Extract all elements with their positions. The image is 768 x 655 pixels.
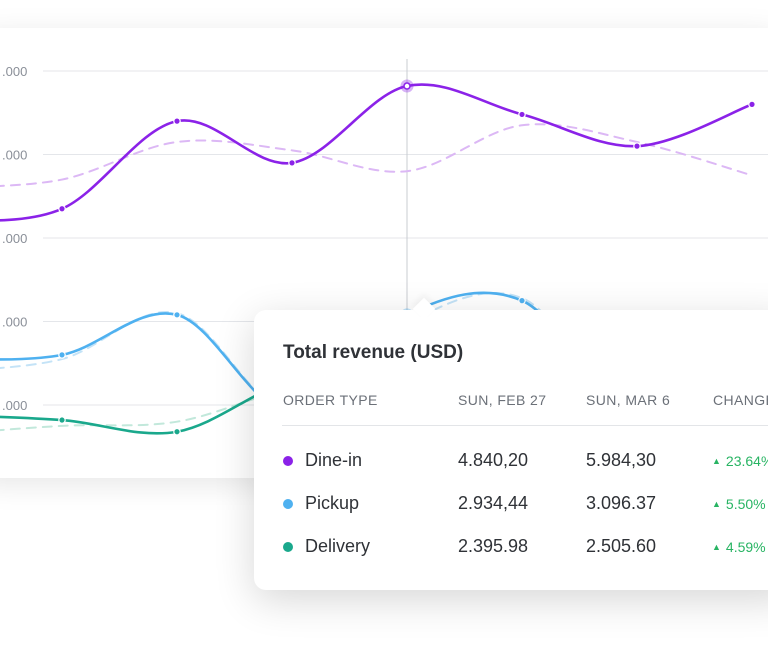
- row-value-period-1: 2.934,44: [458, 493, 529, 513]
- data-point-delivery: [58, 416, 66, 424]
- header-divider: [282, 425, 768, 426]
- row-pickup: Pickup 2.934,44 3.096.37 ▲ 5.50%: [254, 489, 768, 519]
- y-tick-label: .000: [2, 64, 27, 79]
- data-point-pickup: [173, 311, 181, 319]
- data-point-dine-in: [173, 117, 181, 125]
- row-change: ▲ 23.64%: [712, 453, 768, 469]
- data-point-dine-in: [58, 204, 66, 213]
- row-value-period-2: 3.096.37: [586, 493, 657, 513]
- data-point-dine-in: [403, 82, 411, 90]
- row-value-period-1: 4.840,20: [458, 450, 529, 470]
- row-delivery: Delivery 2.395.98 2.505.60 ▲ 4.59%: [254, 532, 768, 562]
- data-point-dine-in: [633, 142, 641, 150]
- change-value: 5.50%: [725, 496, 766, 512]
- header-change: CHANGE: [713, 392, 768, 408]
- data-point-pickup: [58, 351, 66, 359]
- revenue-tooltip: Total revenue (USD) ORDER TYPE SUN, FEB …: [254, 297, 768, 590]
- row-dine-in: Dine-in 4.840,20 5.984,30 ▲ 23.64%: [254, 446, 768, 476]
- delivery-legend-dot: [283, 542, 293, 552]
- row-label: Dine-in: [305, 450, 363, 470]
- row-change: ▲ 4.59%: [712, 539, 766, 555]
- dine-in-legend-dot: [283, 456, 293, 466]
- header-period-1: SUN, FEB 27: [458, 392, 547, 408]
- change-value: 4.59%: [725, 539, 766, 555]
- series-line-dine-in-current: [0, 83, 754, 222]
- row-value-period-1: 2.395.98: [458, 536, 529, 556]
- data-point-dine-in: [518, 110, 526, 119]
- y-tick-label: .000: [2, 315, 27, 330]
- data-point-dine-in: [288, 159, 296, 167]
- row-label: Pickup: [305, 493, 360, 513]
- pickup-legend-dot: [283, 499, 293, 509]
- trend-up-icon: ▲: [712, 499, 721, 509]
- y-tick-label: .000: [2, 398, 27, 413]
- trend-up-icon: ▲: [712, 456, 721, 466]
- header-order-type: ORDER TYPE: [283, 392, 378, 408]
- change-value: 23.64%: [725, 453, 768, 469]
- data-point-delivery: [173, 427, 181, 436]
- data-point-pickup: [518, 296, 526, 305]
- row-value-period-2: 2.505.60: [586, 536, 657, 556]
- row-value-period-2: 5.984,30: [586, 450, 657, 470]
- data-point-dine-in: [748, 100, 756, 109]
- trend-up-icon: ▲: [712, 542, 721, 552]
- y-tick-label: .000: [2, 231, 27, 246]
- tooltip-title: Total revenue (USD): [283, 342, 464, 363]
- row-label: Delivery: [305, 536, 371, 556]
- row-change: ▲ 5.50%: [712, 496, 766, 512]
- y-tick-label: .000: [2, 148, 27, 163]
- series-line-dine-in-previous: [0, 123, 753, 187]
- header-period-2: SUN, MAR 6: [586, 392, 671, 408]
